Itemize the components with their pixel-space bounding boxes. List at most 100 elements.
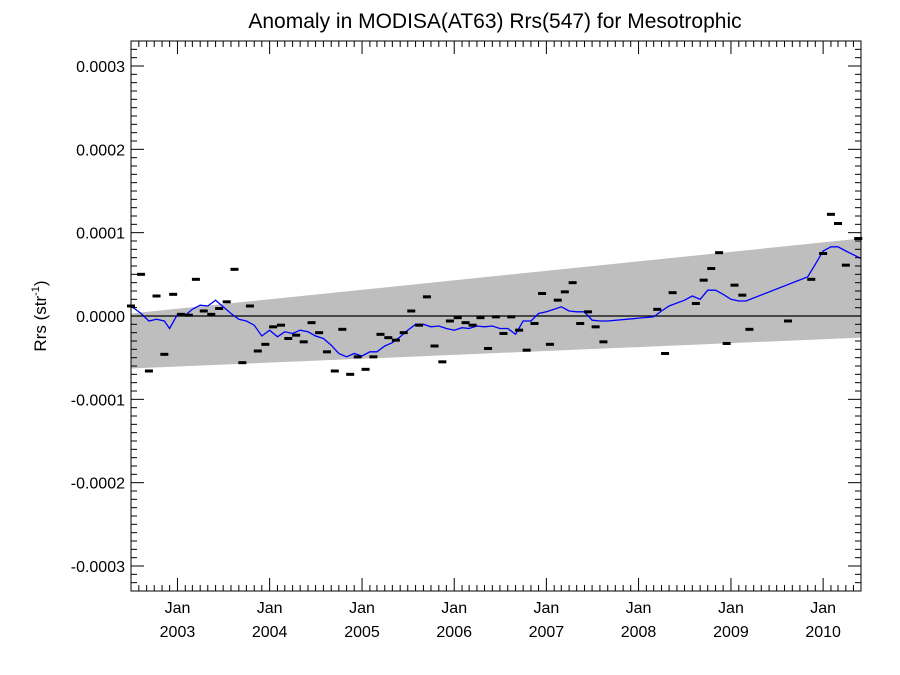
data-point <box>276 323 285 327</box>
data-point <box>346 372 355 376</box>
uncertainty-band <box>131 238 861 369</box>
axes-layer: 0.0003 0.0002 0.0001 0.0000 -0.0001 -0.0002 -0… <box>71 40 862 641</box>
data-point <box>538 292 547 295</box>
x-tick-label-month: Jan <box>533 600 559 617</box>
data-point <box>176 312 185 316</box>
data-point <box>407 309 416 313</box>
y-axis-label-main: Rrs (str <box>31 296 50 352</box>
x-tick-label-month: Jan <box>626 600 652 617</box>
data-point <box>584 310 593 314</box>
x-tick-label-year: 2005 <box>344 624 380 641</box>
data-point <box>715 251 724 255</box>
y-axis-label: Rrs (str-1) <box>30 280 50 351</box>
data-point <box>269 325 278 329</box>
data-point <box>415 323 424 327</box>
data-point <box>807 277 816 281</box>
data-point <box>522 348 531 352</box>
uncertainty-band-layer <box>131 238 861 369</box>
data-point <box>292 333 301 337</box>
data-point <box>691 302 700 305</box>
data-point <box>152 294 161 298</box>
data-point <box>468 323 477 327</box>
data-point <box>199 309 208 313</box>
data-point <box>730 283 739 287</box>
y-tick-label: -0.0002 <box>71 476 125 493</box>
data-point <box>445 319 454 323</box>
x-tick-label-year: 2003 <box>160 624 196 641</box>
data-point <box>661 352 670 355</box>
x-tick-label-month: Jan <box>165 600 191 617</box>
data-point <box>315 331 324 335</box>
data-points-layer <box>127 212 863 376</box>
data-point <box>191 277 200 281</box>
data-point <box>215 307 224 310</box>
data-point <box>553 298 562 302</box>
data-point <box>854 237 863 240</box>
data-point <box>591 325 600 329</box>
data-point <box>184 313 193 317</box>
data-point <box>841 263 850 267</box>
y-tick-label: 0.0000 <box>76 309 125 326</box>
data-point <box>430 344 439 348</box>
x-tick-label-year: 2006 <box>436 624 472 641</box>
data-point <box>353 355 362 359</box>
data-point <box>361 367 370 371</box>
chart-title: Anomaly in MODISA(AT63) Rrs(547) for Mes… <box>248 10 741 33</box>
data-point <box>499 332 508 335</box>
data-point <box>422 295 431 299</box>
data-point <box>507 315 516 319</box>
data-point <box>376 332 385 336</box>
data-point <box>307 321 316 325</box>
data-point <box>668 291 677 295</box>
data-point <box>299 340 308 344</box>
data-point <box>599 340 608 344</box>
data-point <box>784 319 793 323</box>
data-point <box>722 342 731 345</box>
data-point <box>369 355 378 359</box>
y-tick-label: 0.0001 <box>76 226 125 243</box>
data-point <box>330 369 339 373</box>
data-point <box>545 342 554 346</box>
data-point <box>738 293 747 297</box>
data-point <box>160 352 169 356</box>
data-point <box>284 337 293 340</box>
x-tick-label-month: Jan <box>257 600 283 617</box>
x-tick-label-year: 2010 <box>805 624 841 641</box>
y-tick-label: 0.0002 <box>76 142 125 159</box>
y-axis-label-superscript: -1 <box>30 286 42 296</box>
x-tick-label-year: 2008 <box>621 624 657 641</box>
data-point <box>169 292 178 296</box>
data-point <box>530 322 539 325</box>
data-point <box>384 336 393 340</box>
y-tick-label: 0.0003 <box>76 59 125 76</box>
data-point <box>834 222 843 225</box>
data-point <box>230 267 239 271</box>
x-tick-label-month: Jan <box>810 600 836 617</box>
data-point <box>476 316 485 320</box>
trend-line <box>130 246 862 358</box>
data-point <box>399 331 408 335</box>
data-point <box>699 278 708 282</box>
y-tick-label: -0.0001 <box>71 392 125 409</box>
data-point <box>322 350 331 354</box>
data-point <box>707 267 716 270</box>
x-tick-label-year: 2007 <box>529 624 565 641</box>
data-point <box>560 290 569 294</box>
x-tick-label-month: Jan <box>441 600 467 617</box>
data-point <box>207 312 216 316</box>
data-point <box>461 321 470 325</box>
data-point <box>245 304 254 308</box>
data-point <box>137 272 146 276</box>
data-point <box>576 322 585 325</box>
data-point <box>745 327 754 331</box>
data-point <box>515 328 524 332</box>
x-tick-label-month: Jan <box>718 600 744 617</box>
data-point <box>653 307 662 311</box>
data-point <box>491 315 500 319</box>
x-tick-label-year: 2009 <box>713 624 749 641</box>
data-point <box>438 360 447 364</box>
data-point <box>391 338 400 342</box>
data-point <box>253 349 262 353</box>
data-point <box>261 342 270 346</box>
